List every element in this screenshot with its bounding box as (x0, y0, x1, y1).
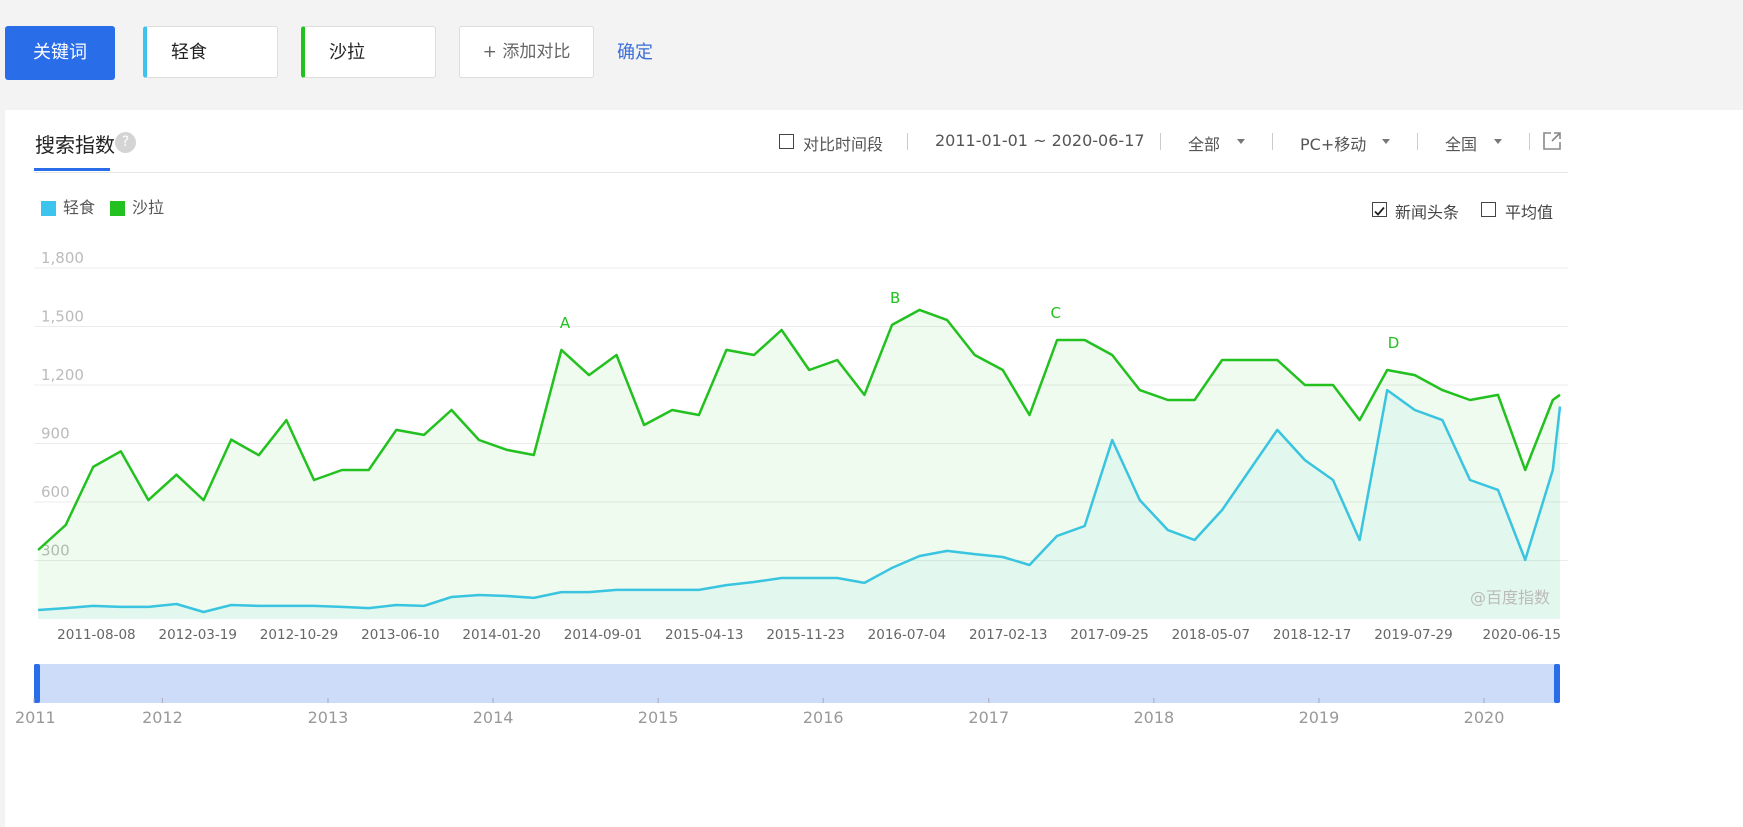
dropdown[interactable]: 全部 (1188, 135, 1221, 154)
x-tick-label: 2016-07-04 (868, 627, 946, 643)
navigator-year: 2012 (142, 708, 183, 727)
navigator-year: 2014 (473, 708, 514, 727)
keyword-input[interactable]: 轻食 (143, 26, 278, 78)
keyword-button[interactable]: 关键词 (5, 26, 115, 80)
caret (1382, 139, 1390, 144)
y-tick-label: 300 (41, 542, 70, 560)
checkbox[interactable] (779, 134, 794, 149)
x-tick-label: 2017-09-25 (1070, 627, 1148, 643)
dropdown[interactable]: 全国 (1445, 135, 1478, 154)
separator (1272, 133, 1273, 150)
y-tick-label: 600 (41, 483, 70, 501)
navigator-year: 2016 (803, 708, 844, 727)
keyword-input[interactable]: 沙拉 (301, 26, 436, 78)
separator (1417, 133, 1418, 150)
x-tick-label: 2019-07-29 (1374, 627, 1452, 643)
y-tick-label: 1,800 (41, 249, 84, 267)
navigator-year: 2015 (638, 708, 679, 727)
checkbox[interactable] (1372, 202, 1387, 217)
annotation: A (560, 314, 571, 332)
navigator-year: 2017 (968, 708, 1009, 727)
tab-underline (34, 168, 110, 171)
x-tick-label: 2014-09-01 (564, 627, 642, 643)
separator (907, 133, 908, 150)
series-area (38, 309, 1561, 619)
legend-label: 轻食 (63, 198, 95, 217)
navigator (34, 664, 1560, 703)
navigator-handle[interactable] (34, 664, 40, 703)
separator (1160, 133, 1161, 150)
x-tick-label: 2012-10-29 (260, 627, 338, 643)
help-icon[interactable]: ? (115, 132, 136, 153)
caret (1494, 139, 1502, 144)
export-icon[interactable] (1542, 131, 1562, 151)
legend-swatch (41, 201, 56, 216)
x-tick-label: 2015-04-13 (665, 627, 743, 643)
add-compare[interactable]: + 添加对比 (459, 26, 594, 78)
dropdown[interactable]: PC+移动 (1300, 135, 1367, 154)
check-mark (1374, 206, 1385, 216)
navigator-year: 2018 (1133, 708, 1174, 727)
tab[interactable]: 搜索指数 (35, 133, 115, 157)
x-tick-label: 2018-12-17 (1273, 627, 1351, 643)
navigator-year: 2019 (1299, 708, 1340, 727)
y-tick-label: 1,500 (41, 308, 84, 326)
date-range[interactable]: 2011-01-01 ~ 2020-06-17 (935, 131, 1145, 150)
divider (34, 172, 1568, 173)
legend-label: 沙拉 (132, 198, 164, 217)
legend-swatch (110, 201, 125, 216)
x-tick-label: 2014-01-20 (462, 627, 540, 643)
navigator-year: 2011 (15, 708, 56, 727)
x-tick-label: 2015-11-23 (766, 627, 844, 643)
navigator-year: 2020 (1464, 708, 1505, 727)
x-tick-label: 2013-06-10 (361, 627, 439, 643)
option-label[interactable]: 新闻头条 (1395, 203, 1460, 222)
separator (1529, 133, 1530, 150)
y-tick-label: 1,200 (41, 366, 84, 384)
y-tick-label: 900 (41, 425, 70, 443)
series-line (38, 388, 1562, 614)
annotation: C (1050, 304, 1060, 322)
annotation: B (890, 289, 900, 307)
confirm-link[interactable]: 确定 (617, 42, 653, 63)
navigator-handle[interactable] (1554, 664, 1560, 703)
x-tick-label: 2017-02-13 (969, 627, 1047, 643)
navigator-year: 2013 (308, 708, 349, 727)
x-tick-label: 2012-03-19 (158, 627, 236, 643)
compare-period[interactable]: 对比时间段 (803, 135, 884, 154)
option-label[interactable]: 平均值 (1505, 203, 1554, 222)
checkbox[interactable] (1481, 202, 1496, 217)
x-tick-label: 2020-06-15 (1483, 627, 1561, 643)
series-line (37, 308, 1561, 551)
watermark: @百度指数 (1470, 588, 1550, 607)
annotation: D (1388, 334, 1400, 352)
series-area (38, 390, 1561, 619)
x-tick-label: 2011-08-08 (57, 627, 135, 643)
x-tick-label: 2018-05-07 (1172, 627, 1250, 643)
caret (1237, 139, 1245, 144)
